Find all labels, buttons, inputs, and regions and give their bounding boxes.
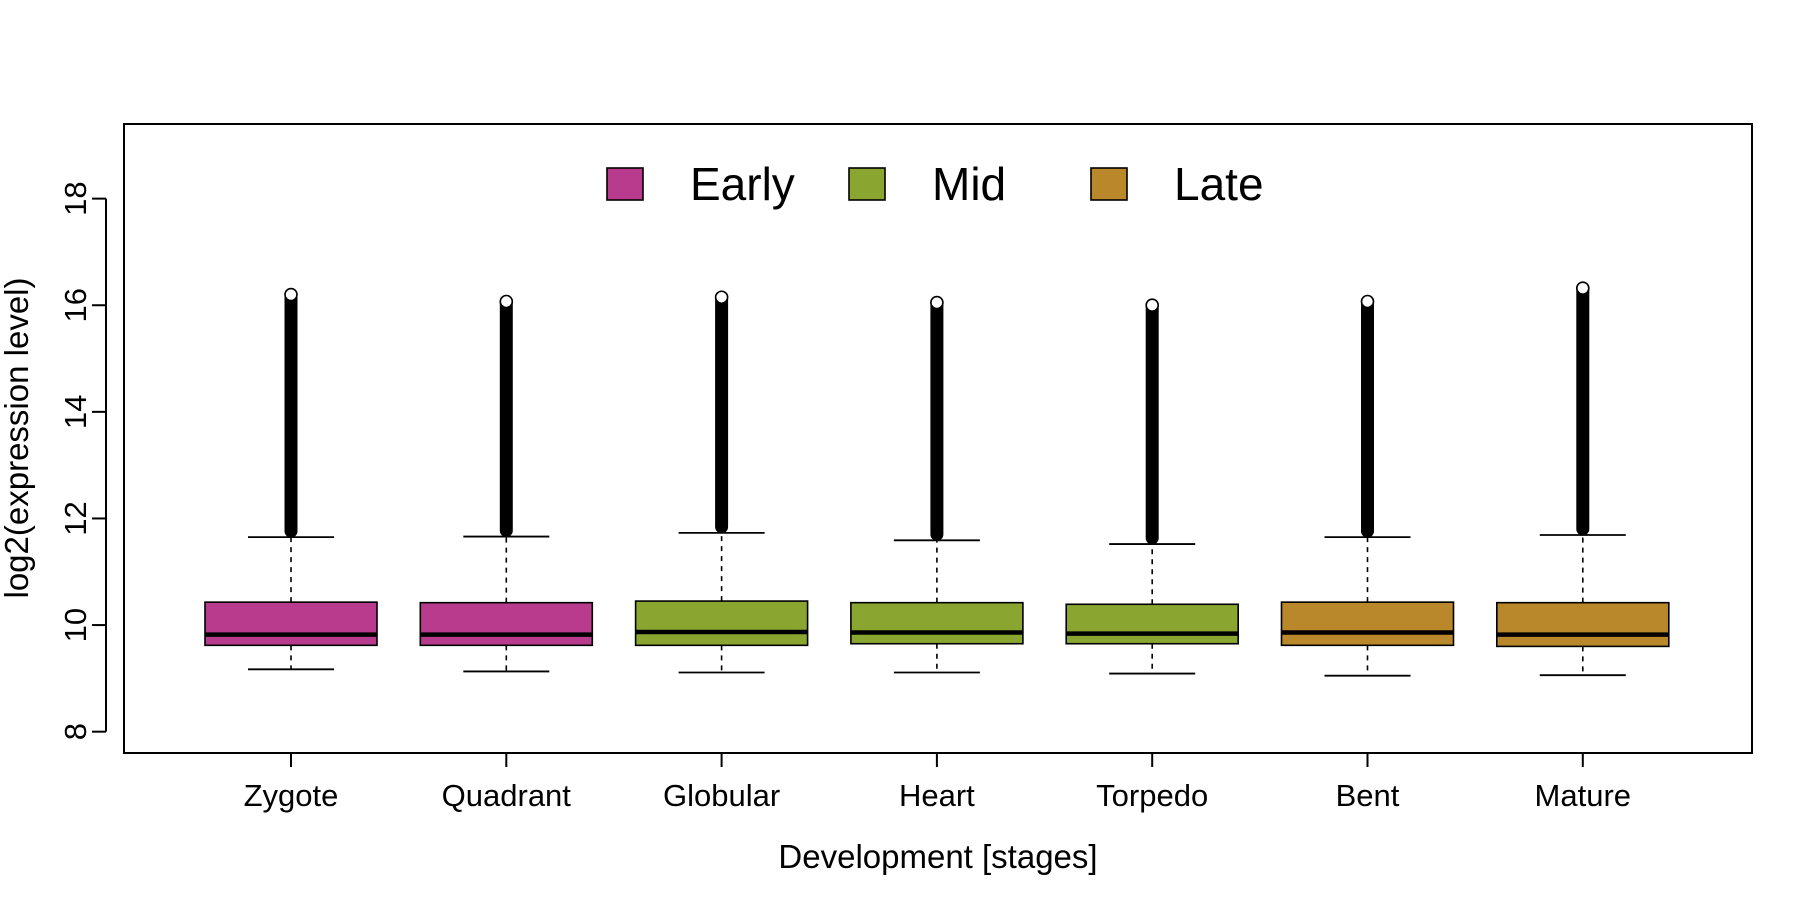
x-tick-label: Quadrant: [442, 778, 572, 813]
outlier-point-max: [714, 290, 729, 305]
x-tick-label: Heart: [899, 778, 975, 813]
y-tick-label: 18: [58, 181, 93, 215]
outlier-point-max: [930, 295, 944, 310]
legend: Early Mid Late: [606, 158, 1264, 210]
box-zygote: [204, 287, 378, 671]
box-body: [1280, 601, 1455, 647]
y-tick-label: 8: [58, 723, 93, 740]
x-tick-label: Mature: [1535, 778, 1631, 813]
legend-swatch-early: [606, 167, 644, 201]
y-tick-label: 12: [58, 501, 93, 535]
x-axis: Zygote Quadrant Globular Heart Torpedo Bent Ma…: [244, 752, 1631, 813]
box-quadrant: [419, 294, 594, 673]
legend-swatch-late: [1090, 167, 1128, 201]
legend-swatch-mid: [848, 167, 886, 201]
box-heart: [850, 295, 1024, 674]
box-body: [850, 601, 1024, 645]
outlier-point-max: [1360, 294, 1375, 309]
boxes-group: [204, 281, 1670, 677]
outlier-point-max: [284, 287, 298, 302]
x-tick-label: Torpedo: [1096, 778, 1208, 813]
box-globular: [634, 290, 809, 674]
box-mature: [1496, 281, 1670, 677]
box-body: [1496, 601, 1670, 648]
legend-label-mid: Mid: [932, 158, 1006, 210]
x-tick-label: Bent: [1336, 778, 1400, 813]
outlier-point-max: [1576, 281, 1590, 295]
x-tick-label: Globular: [663, 778, 780, 813]
y-axis-title: log2(expression level): [0, 278, 35, 599]
outlier-point-max: [499, 294, 514, 309]
x-tick-label: Zygote: [244, 778, 339, 813]
box-body: [634, 600, 809, 647]
box-torpedo: [1065, 298, 1239, 675]
box-bent: [1280, 294, 1455, 677]
box-body: [1065, 603, 1239, 645]
x-axis-title: Development [stages]: [778, 838, 1097, 875]
box-body: [204, 601, 378, 647]
outlier-point-max: [1145, 298, 1159, 313]
box-body: [419, 601, 594, 647]
legend-label-late: Late: [1174, 158, 1264, 210]
y-tick-label: 10: [58, 608, 93, 642]
legend-label-early: Early: [690, 158, 795, 210]
y-tick-label: 14: [58, 395, 93, 429]
y-tick-label: 16: [58, 288, 93, 322]
y-axis: 8 10 12 14 16 18: [58, 181, 107, 740]
